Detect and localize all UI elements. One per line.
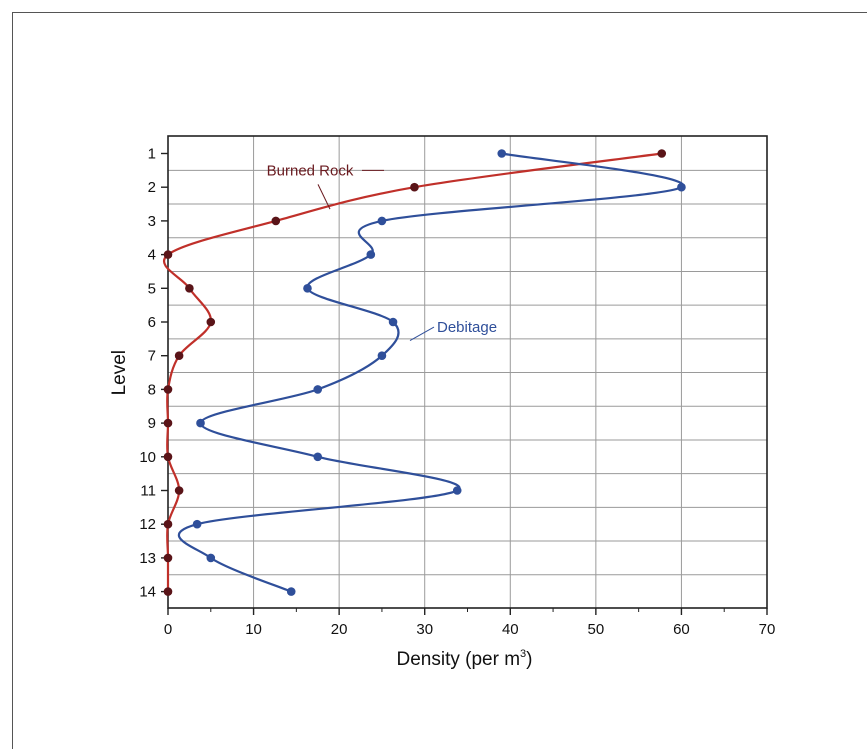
- burned-rock-point: [163, 418, 173, 428]
- x-tick-label: 60: [673, 621, 690, 638]
- debitage-point: [497, 149, 507, 158]
- burned-rock-point: [185, 284, 194, 293]
- debitage-point: [313, 385, 323, 394]
- burned-rock-line: [163, 152, 662, 592]
- y-tick-label: 8: [148, 381, 156, 398]
- debitage-point: [206, 553, 216, 563]
- burned-rock-label: Burned Rock: [267, 162, 354, 179]
- debitage-series: [177, 149, 686, 596]
- burned-rock-point: [657, 149, 667, 158]
- y-tick-label: 3: [148, 213, 156, 230]
- burned-rock-series: [163, 149, 667, 596]
- x-tick-label: 0: [164, 621, 172, 638]
- debitage-point: [286, 587, 296, 596]
- y-tick-label: 14: [139, 584, 156, 601]
- debitage-point: [677, 182, 686, 192]
- burned-rock-point: [163, 553, 173, 563]
- x-axis-title-superscript: 3: [520, 648, 526, 660]
- burned-rock-point: [174, 351, 184, 361]
- y-tick-label: 6: [148, 314, 156, 331]
- burned-rock-point: [174, 486, 184, 495]
- burned-rock-point: [163, 385, 173, 394]
- series-callouts: Burned Rock Debitage: [267, 162, 497, 341]
- x-tick-label: 20: [331, 621, 348, 638]
- y-tick-label: 5: [148, 280, 156, 297]
- debitage-point: [377, 216, 387, 226]
- debitage-point: [388, 317, 398, 327]
- y-tick-label: 11: [140, 483, 156, 500]
- y-tick-label: 1: [148, 146, 156, 163]
- series-layer: [163, 149, 686, 596]
- debitage-point: [303, 284, 312, 293]
- y-tick-label: 10: [139, 449, 156, 466]
- grid-lines: [168, 136, 767, 608]
- x-axis-title: Density (per m3): [397, 648, 533, 670]
- y-tick-label: 7: [148, 348, 156, 365]
- debitage-point: [313, 452, 323, 462]
- debitage-leader: [409, 326, 435, 341]
- debitage-line: [177, 152, 685, 593]
- y-axis-title: Level: [109, 350, 130, 395]
- y-tick-label: 12: [139, 516, 156, 533]
- debitage-label: Debitage: [437, 319, 497, 336]
- x-tick-label: 10: [245, 621, 262, 638]
- burned-rock-point: [271, 216, 281, 226]
- debitage-point: [452, 486, 462, 495]
- debitage-callout: Debitage: [409, 319, 497, 341]
- x-axis-title-suffix: ): [526, 649, 532, 670]
- debitage-point: [366, 250, 376, 259]
- burned-rock-point: [163, 250, 173, 259]
- burned-rock-point: [163, 519, 173, 529]
- figure-frame: [12, 12, 867, 749]
- x-axis-tick-labels: 0 10 20 30 40 50 60 70: [164, 621, 776, 638]
- debitage-point: [192, 519, 202, 529]
- burned-rock-callout: Burned Rock: [267, 162, 384, 210]
- y-tick-label: 9: [148, 415, 156, 432]
- burned-rock-point: [206, 317, 216, 327]
- y-tick-label: 4: [148, 247, 156, 264]
- x-tick-label: 50: [588, 621, 605, 638]
- burned-rock-point: [163, 452, 173, 462]
- burned-rock-leader: [317, 184, 331, 210]
- debitage-point: [196, 418, 205, 428]
- x-tick-label: 30: [416, 621, 433, 638]
- burned-rock-point: [410, 182, 419, 192]
- debitage-point: [377, 351, 387, 361]
- burned-rock-point: [163, 587, 173, 596]
- axis-ticks: [161, 152, 768, 615]
- plot-area: [167, 135, 768, 609]
- y-tick-label: 13: [139, 550, 156, 567]
- y-tick-label: 2: [148, 179, 156, 196]
- x-tick-label: 40: [502, 621, 519, 638]
- x-tick-label: 70: [759, 621, 776, 638]
